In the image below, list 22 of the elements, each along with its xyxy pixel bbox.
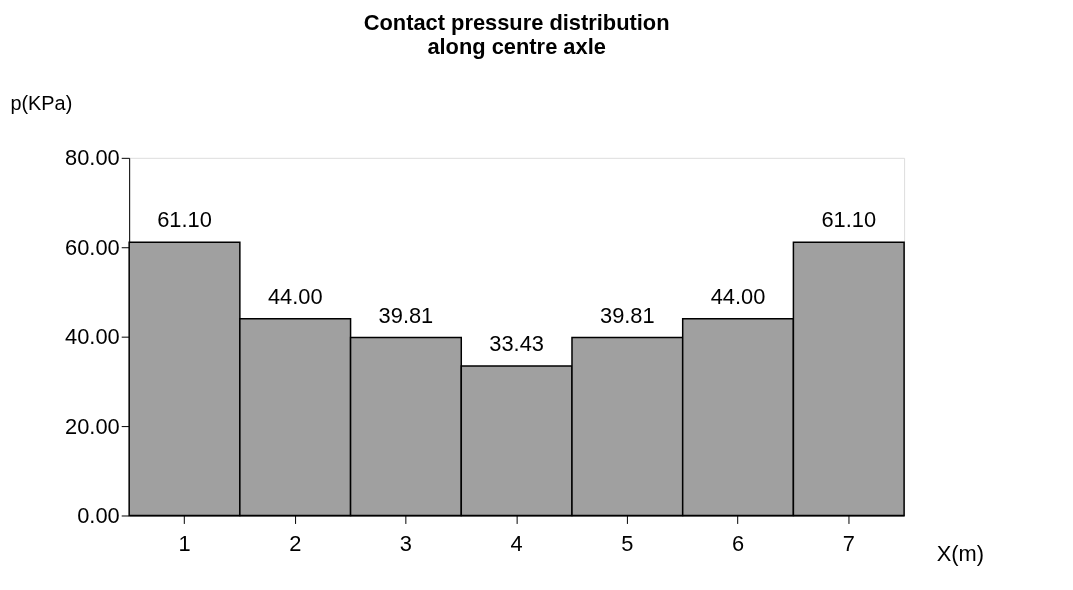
x-tick-label: 3 bbox=[399, 530, 412, 556]
y-tick-label: 80.00 bbox=[65, 145, 120, 171]
x-axis-title: X(m) bbox=[936, 540, 985, 566]
y-tick-label: 40.00 bbox=[65, 324, 120, 350]
x-tick-label: 5 bbox=[621, 530, 634, 556]
x-tick-label: 6 bbox=[731, 530, 745, 556]
data-label: 39.81 bbox=[600, 302, 655, 328]
x-tick-label: 7 bbox=[842, 530, 855, 556]
data-label: 33.43 bbox=[489, 331, 544, 357]
data-label: 61.10 bbox=[821, 207, 877, 233]
x-tick-label: 4 bbox=[510, 530, 523, 556]
data-label: 44.00 bbox=[710, 283, 766, 309]
x-tick-label: 2 bbox=[289, 530, 302, 556]
y-tick-label: 20.00 bbox=[65, 413, 120, 439]
y-axis-title: p(KPa) bbox=[10, 91, 73, 114]
x-tick-label: 1 bbox=[178, 530, 191, 556]
data-label: 39.81 bbox=[378, 302, 434, 328]
y-tick-label: 0.00 bbox=[77, 502, 120, 528]
y-tick-label: 60.00 bbox=[65, 234, 120, 260]
chart-title: Contact pressure distribution along centre axle bbox=[363, 9, 670, 59]
data-label: 61.10 bbox=[157, 207, 212, 233]
data-label: 44.00 bbox=[267, 283, 323, 309]
